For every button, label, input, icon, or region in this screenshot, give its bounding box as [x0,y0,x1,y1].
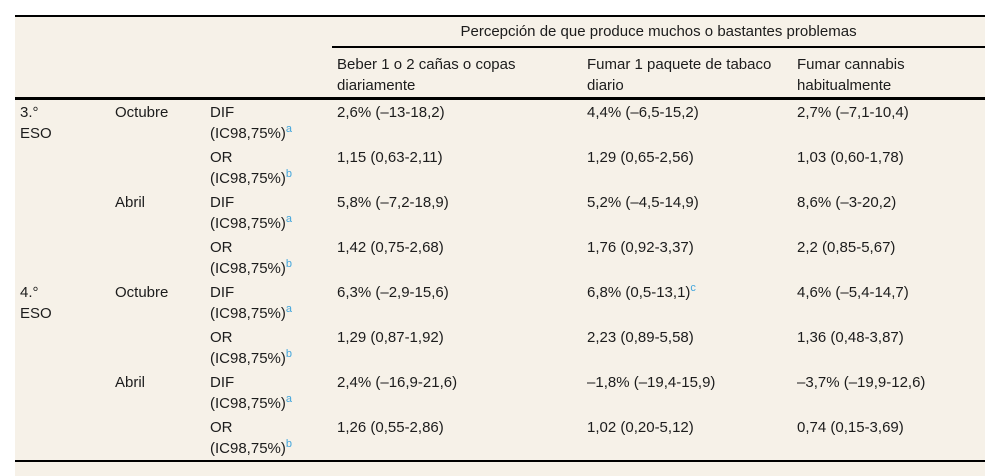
grade-label: 4.° ESO [20,284,52,322]
stat-ci-label: (IC98,75%) [210,440,286,457]
month-cell: Abril [115,374,146,391]
value-cell: 2,6% (–13-18,2) [337,104,445,121]
column-header-tabaco: Fumar 1 paquete de tabaco diario [582,48,793,100]
value-cell: 1,76 (0,92-3,37) [587,239,694,256]
footnote-marker: b [285,438,292,450]
stat-cell: DIF (IC98,75%)a [205,370,332,415]
stat-cell: OR (IC98,75%)b [205,235,332,280]
stat-ci-label: (IC98,75%) [210,215,286,232]
stat-label: DIF [210,374,235,391]
spanner-row: Percepción de que produce muchos o basta… [15,17,986,48]
header-spacer [15,48,333,100]
column-header-beber: Beber 1 o 2 cañas o copas diariamente [332,48,583,100]
footnote-marker: b [285,348,292,360]
table-row: 3.° ESO Octubre DIF (IC98,75%)a 2,6% (–13… [15,100,985,145]
value-cell: 2,23 (0,89-5,58) [587,329,694,346]
value-cell: 1,26 (0,55-2,86) [337,419,444,436]
table-row: OR (IC98,75%)b 1,15 (0,63-2,11) 1,29 (0,6… [15,145,985,190]
table-row: OR (IC98,75%)b 1,29 (0,87-1,92) 2,23 (0,8… [15,325,985,370]
value-cell: 8,6% (–3-20,2) [797,194,897,211]
table-row: Abril DIF (IC98,75%)a 2,4% (–16,9-21,6) –… [15,370,985,415]
spanner-heading: Percepción de que produce muchos o basta… [332,17,986,48]
footnote-marker: a [285,303,292,315]
stat-ci-label: (IC98,75%) [210,305,286,322]
value-cell: 2,7% (–7,1-10,4) [797,104,909,121]
value-cell: 1,29 (0,65-2,56) [587,149,694,166]
footnote-marker: a [285,123,292,135]
value-cell: 6,8% (0,5-13,1)c [587,282,696,302]
stat-label: OR [210,329,233,346]
table-row: 4.° ESO Octubre DIF (IC98,75%)a 6,3% (–2,… [15,280,985,325]
value-cell: 1,36 (0,48-3,87) [797,329,904,346]
month-cell: Abril [115,194,146,211]
stat-label: OR [210,419,233,436]
value-cell: 0,74 (0,15-3,69) [797,419,904,436]
value-cell: 2,2 (0,85-5,67) [797,239,896,256]
value-cell: 1,42 (0,75-2,68) [337,239,444,256]
value-cell: 4,4% (–6,5-15,2) [587,104,699,121]
column-header-row: Beber 1 o 2 cañas o copas diariamente Fu… [15,48,986,100]
stat-ci-label: (IC98,75%) [210,395,286,412]
value-cell: 6,3% (–2,9-15,6) [337,284,449,301]
value-cell: 1,02 (0,20-5,12) [587,419,694,436]
footnote-marker: a [285,213,292,225]
stat-label: OR [210,239,233,256]
stat-ci-label: (IC98,75%) [210,350,286,367]
grade-cell: 4.° ESO [15,280,110,460]
footnote-marker: a [285,393,292,405]
table-row: Abril DIF (IC98,75%)a 5,8% (–7,2-18,9) 5,… [15,190,985,235]
stat-cell: OR (IC98,75%)b [205,325,332,370]
value-cell: 1,29 (0,87-1,92) [337,329,444,346]
footnote-marker: c [690,282,696,294]
stat-cell: OR (IC98,75%)b [205,145,332,190]
value-cell: 5,8% (–7,2-18,9) [337,194,449,211]
stat-cell: DIF (IC98,75%)a [205,280,332,325]
value-cell: 1,15 (0,63-2,11) [337,149,443,166]
stat-label: DIF [210,284,235,301]
value-cell: 4,6% (–5,4-14,7) [797,284,909,301]
stat-label: OR [210,149,233,166]
table-row: OR (IC98,75%)b 1,42 (0,75-2,68) 1,76 (0,9… [15,235,985,280]
month-cell: Octubre [115,284,169,301]
results-table-sheet: Percepción de que produce muchos o basta… [15,15,986,476]
value-cell: –3,7% (–19,9-12,6) [797,374,926,391]
stat-ci-label: (IC98,75%) [210,125,286,142]
stat-cell: OR (IC98,75%)b [205,415,332,460]
table-row: OR (IC98,75%)b 1,26 (0,55-2,86) 1,02 (0,2… [15,415,985,460]
stat-cell: DIF (IC98,75%)a [205,100,332,145]
spanner-spacer [15,17,332,48]
stat-label: DIF [210,104,235,121]
footnote-marker: b [285,168,292,180]
month-cell: Octubre [115,104,169,121]
column-header-cannabis: Fumar cannabis habitualmente [792,48,986,100]
footnote-marker: b [285,258,292,270]
value-cell: 5,2% (–4,5-14,9) [587,194,699,211]
value-cell: –1,8% (–19,4-15,9) [587,374,716,391]
value-cell: 1,03 (0,60-1,78) [797,149,904,166]
stat-ci-label: (IC98,75%) [210,260,286,277]
value-cell: 2,4% (–16,9-21,6) [337,374,458,391]
perception-results-table: Percepción de que produce muchos o basta… [15,17,986,462]
stat-cell: DIF (IC98,75%)a [205,190,332,235]
grade-label: 3.° ESO [20,104,52,142]
grade-cell: 3.° ESO [15,100,110,280]
stat-ci-label: (IC98,75%) [210,170,286,187]
stat-label: DIF [210,194,235,211]
